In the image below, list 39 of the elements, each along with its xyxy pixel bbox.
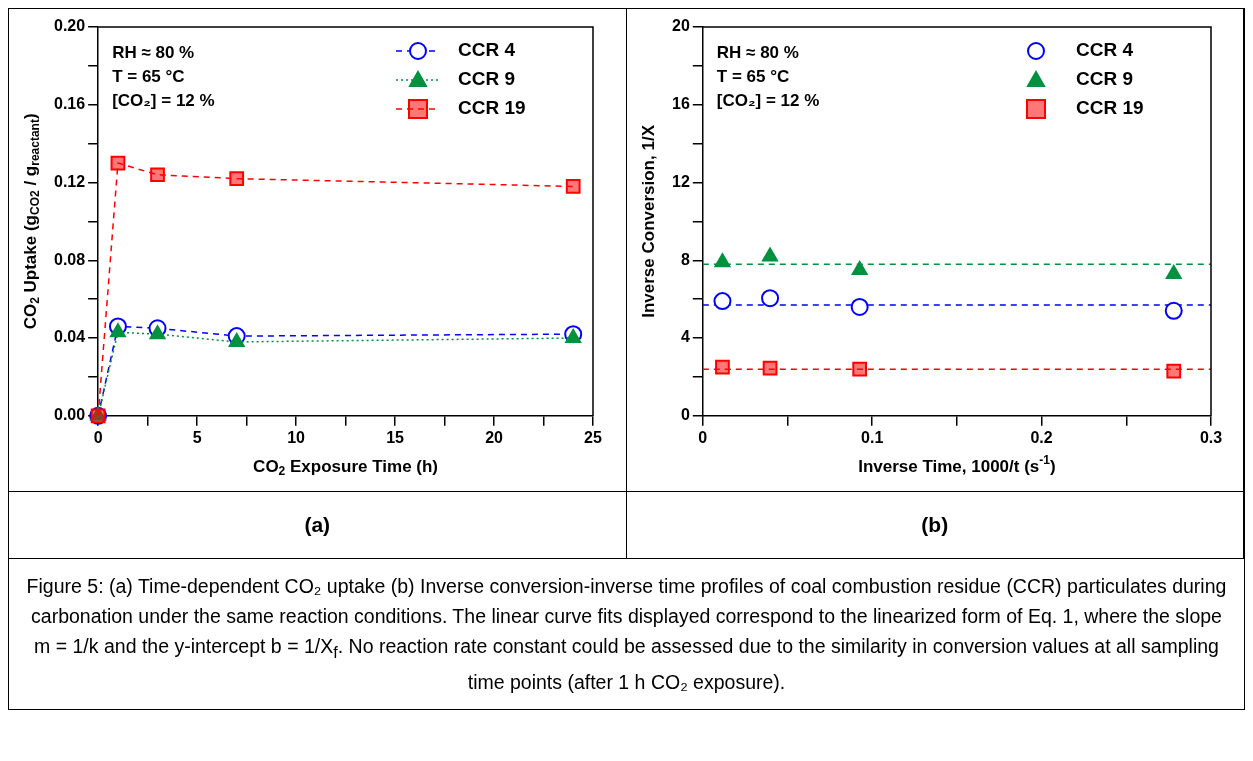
annotation: RH ≈ 80 % [716,42,799,62]
x-tick-label: 25 [584,428,603,446]
y-tick-label: 12 [671,172,690,190]
x-tick-label: 0 [698,428,708,446]
text: (a) [303,512,332,538]
legend-label: CCR 19 [458,97,526,119]
y-tick-label: 0.20 [54,17,86,35]
y-tick-label: 8 [680,250,690,268]
annotation: RH ≈ 80 % [112,42,195,62]
legend-label: CCR 9 [458,68,516,90]
y-tick-label: 0.16 [54,95,86,113]
text: (b) [920,512,950,538]
x-tick-label: 0 [93,428,103,446]
annotation: T = 65 °C [716,66,790,86]
x-tick-label: 10 [287,428,306,446]
y-tick-label: 0.04 [54,328,86,346]
x-tick-label: 0.3 [1199,428,1222,446]
annotation: [CO₂] = 12 % [112,90,215,110]
y-tick-label: 0.00 [54,406,86,424]
y-tick-label: 20 [671,17,690,35]
y-tick-label: 0 [680,406,690,424]
x-tick-label: 5 [192,428,202,446]
x-tick-label: 0.2 [1030,428,1053,446]
legend-label: CCR 4 [458,39,516,61]
annotation: [CO₂] = 12 % [716,90,820,110]
annotation: T = 65 °C [112,66,185,86]
legend-label: CCR 9 [1075,68,1133,90]
x-tick-label: 15 [386,428,405,446]
y-axis-title: CO2 Uptake (gCO2 / greactant) [20,113,43,330]
y-tick-label: 0.12 [54,172,86,190]
y-axis-title: Inverse Conversion, 1/X [638,124,658,318]
y-tick-label: 16 [671,95,690,113]
y-tick-label: 0.08 [54,250,86,268]
x-tick-label: 20 [485,428,504,446]
x-tick-label: 0.1 [860,428,884,446]
legend-label: CCR 4 [1075,39,1134,61]
legend-label: CCR 19 [1075,97,1144,119]
caption: Figure 5: (a) Time-dependent CO₂ uptake (b) Inverse conversion-inverse time profiles of coal combustion residue (CCR) particulates during carbonation under the same reaction conditions. The linear curve fits displayed correspond to the linearized form of Eq. 1, where the slope m = 1/k and the y-intercept b = 1/X$_{f}$. No reaction rate constant could be assessed due to the similarity in conversion values at all sampling time points (after 1 h CO₂ exposure). [25,574,1228,695]
y-tick-label: 4 [680,328,690,346]
